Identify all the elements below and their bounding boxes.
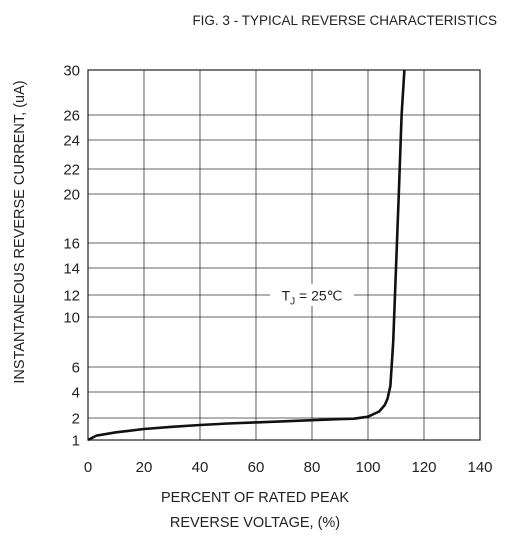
x-tick-label: 60: [248, 459, 265, 476]
y-tick-label: 16: [63, 236, 80, 253]
x-tick-label: 100: [355, 459, 380, 476]
x-tick-label: 120: [411, 459, 436, 476]
y-tick-label: 20: [63, 187, 80, 204]
y-tick-label: 2: [72, 411, 80, 428]
x-tick-label: 80: [304, 459, 321, 476]
x-tick-label: 0: [84, 459, 92, 476]
y-axis-label: INSTANTANEOUS REVERSE CURRENT, (uA): [12, 80, 28, 383]
y-tick-label: 24: [63, 133, 80, 150]
x-tick-labels: 0 20 40 60 80 100 120 140: [84, 459, 493, 476]
grid: [88, 70, 480, 440]
plot-frame: [87, 69, 481, 441]
y-tick-label: 14: [63, 261, 80, 278]
x-axis-label-line-1: PERCENT OF RATED PEAK: [161, 490, 349, 506]
tj-annotation: TJ = 25℃: [282, 288, 343, 308]
annotation-layer: TJ = 25℃: [270, 284, 354, 308]
x-tick-label: 20: [136, 459, 153, 476]
y-tick-label: 12: [63, 288, 80, 305]
y-tick-label: 26: [63, 108, 80, 125]
x-tick-label: 140: [467, 459, 492, 476]
y-tick-label: 1: [72, 433, 80, 450]
chart-title: FIG. 3 - TYPICAL REVERSE CHARACTERISTICS: [192, 13, 497, 28]
series-layer: [87, 69, 406, 442]
y-tick-label: 10: [63, 310, 80, 327]
annotation-background: [270, 284, 354, 306]
y-tick-label: 4: [72, 385, 80, 402]
y-tick-label: 22: [63, 162, 80, 179]
x-axis-label-line-2: REVERSE VOLTAGE, (%): [170, 515, 340, 531]
x-tick-label: 40: [192, 459, 209, 476]
reverse-current-curve: [87, 69, 406, 442]
y-tick-label: 30: [63, 63, 80, 80]
y-tick-label: 6: [72, 360, 80, 377]
